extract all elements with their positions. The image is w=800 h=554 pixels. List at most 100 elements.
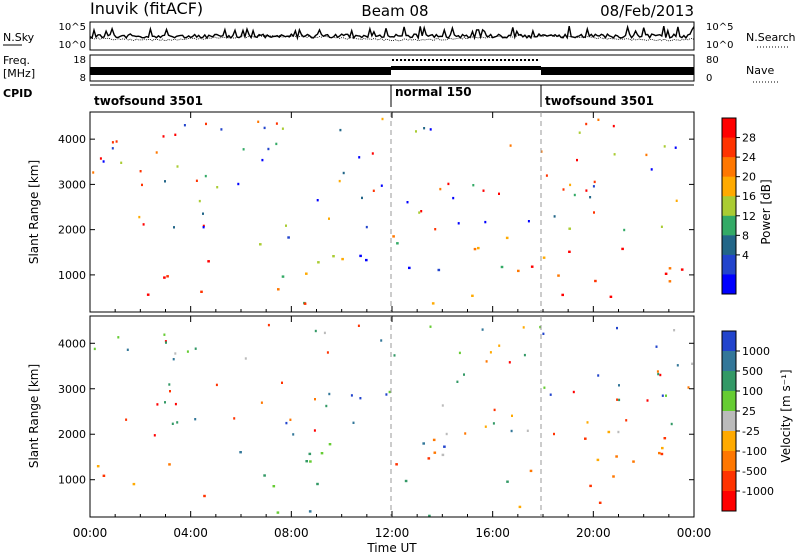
range-cell xyxy=(314,329,317,333)
noise-left-tick-bottom: 10^0 xyxy=(59,40,86,51)
velocity-colorbar-tick: 25 xyxy=(742,405,756,418)
range-cell xyxy=(141,183,143,187)
range-cell xyxy=(522,326,525,329)
colorbar-swatch xyxy=(722,137,736,158)
range-cell xyxy=(609,295,613,298)
range-cell xyxy=(202,226,205,229)
range-cell xyxy=(477,246,480,250)
range-cell xyxy=(663,145,666,148)
range-cell xyxy=(165,341,167,344)
range-cell xyxy=(361,196,363,200)
range-cell xyxy=(200,290,203,293)
cpid-segment-1: twofsound 3501 xyxy=(94,94,203,108)
velocity-ytick-label: 2000 xyxy=(58,428,86,441)
range-cell xyxy=(415,130,417,133)
range-cell xyxy=(616,398,619,401)
range-cell xyxy=(164,180,166,183)
range-cell xyxy=(542,256,546,259)
power-colorbar-tick: 24 xyxy=(742,151,756,164)
range-cell xyxy=(484,425,487,428)
range-cell xyxy=(432,438,436,442)
range-cell xyxy=(593,211,595,214)
range-cell xyxy=(260,401,263,404)
cpid-segment-3: twofsound 3501 xyxy=(545,94,654,108)
range-cell xyxy=(139,170,142,173)
range-cell xyxy=(542,332,545,335)
range-cell xyxy=(285,224,287,227)
date-title: 08/Feb/2013 xyxy=(600,2,694,20)
range-cell xyxy=(342,171,345,175)
range-cell xyxy=(457,222,460,225)
range-cell xyxy=(176,165,179,168)
range-cell xyxy=(665,394,667,397)
range-cell xyxy=(553,432,555,436)
range-cell xyxy=(549,393,552,396)
range-cell xyxy=(422,442,425,445)
range-cell xyxy=(392,235,395,238)
range-cell xyxy=(596,458,600,462)
noise-left-tick-top: 10^5 xyxy=(59,22,86,33)
range-cell xyxy=(673,329,676,332)
range-cell xyxy=(237,182,240,186)
range-cell xyxy=(216,186,219,189)
range-cell xyxy=(198,199,201,203)
power-ytick-label: 3000 xyxy=(58,178,86,191)
range-cell xyxy=(164,401,166,404)
x-axis: 00:00 04:00 08:00 12:00 16:00 20:00 00:00 xyxy=(73,112,712,540)
range-cell xyxy=(267,323,270,327)
freq-label-2: [MHz] xyxy=(3,67,35,80)
range-cell xyxy=(328,392,331,396)
colorbar-swatch xyxy=(722,491,736,512)
range-cell xyxy=(645,153,648,157)
range-cell xyxy=(357,324,360,327)
range-cell xyxy=(169,390,171,393)
range-cell xyxy=(332,255,335,258)
range-cell xyxy=(289,418,292,421)
x-tick-label: 12:00 xyxy=(375,526,410,540)
range-cell xyxy=(621,247,624,251)
power-data-layer xyxy=(92,117,684,305)
range-cell xyxy=(341,257,344,261)
range-cell xyxy=(207,260,210,263)
x-tick-label: 08:00 xyxy=(274,526,309,540)
freq-trace-segment xyxy=(391,66,541,70)
range-cell xyxy=(263,474,266,477)
power-ytick-label: 4000 xyxy=(58,133,86,146)
range-cell xyxy=(553,215,556,218)
range-cell xyxy=(433,451,437,454)
range-cell xyxy=(186,350,189,353)
range-cell xyxy=(612,124,615,128)
range-cell xyxy=(543,386,546,389)
x-tick-label: 00:00 xyxy=(677,526,712,540)
range-cell xyxy=(562,188,565,191)
power-colorbar-tick: 16 xyxy=(742,190,756,203)
range-cell xyxy=(618,398,621,402)
range-cell xyxy=(244,357,247,360)
range-cell xyxy=(597,118,600,121)
range-cell xyxy=(359,254,362,258)
range-cell xyxy=(437,268,441,272)
range-cell xyxy=(498,344,501,347)
range-cell xyxy=(316,482,319,486)
freq-trace-segment xyxy=(541,67,694,75)
range-cell xyxy=(471,294,474,297)
range-cell xyxy=(285,421,288,425)
range-cell xyxy=(664,272,668,275)
range-cell xyxy=(163,276,166,279)
range-cell xyxy=(593,180,596,184)
range-cell xyxy=(153,434,156,437)
range-cell xyxy=(418,211,421,214)
range-cell xyxy=(539,325,542,329)
range-cell xyxy=(523,353,526,357)
colorbar-swatch xyxy=(722,157,736,178)
range-cell xyxy=(691,362,694,365)
range-cell xyxy=(482,189,485,192)
range-cell xyxy=(155,151,158,154)
colorbar-swatch xyxy=(722,451,736,472)
range-cell xyxy=(431,302,435,305)
range-cell xyxy=(429,325,432,328)
range-cell xyxy=(613,153,616,156)
range-cell xyxy=(493,408,496,412)
range-cell xyxy=(202,224,205,228)
range-cell xyxy=(530,265,534,268)
